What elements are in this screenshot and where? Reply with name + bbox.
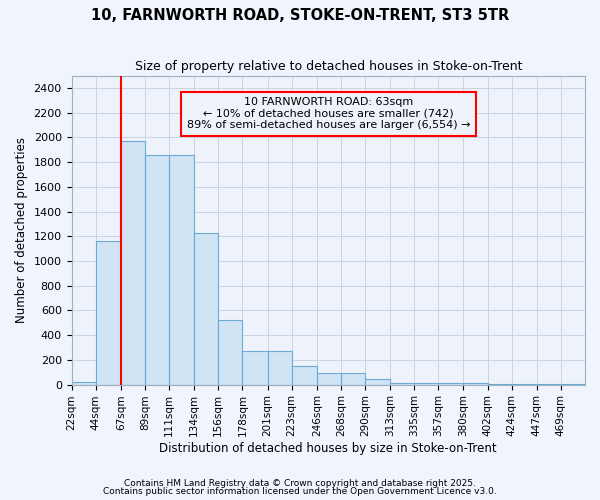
X-axis label: Distribution of detached houses by size in Stoke-on-Trent: Distribution of detached houses by size … <box>160 442 497 455</box>
Bar <box>242 350 268 384</box>
Bar <box>194 232 218 384</box>
Text: Contains HM Land Registry data © Crown copyright and database right 2025.: Contains HM Land Registry data © Crown c… <box>124 478 476 488</box>
Bar <box>317 374 341 384</box>
Y-axis label: Number of detached properties: Number of detached properties <box>15 137 28 323</box>
Bar <box>71 382 95 384</box>
Bar <box>341 374 365 384</box>
Bar <box>121 141 145 384</box>
Title: Size of property relative to detached houses in Stoke-on-Trent: Size of property relative to detached ho… <box>134 60 522 73</box>
Bar <box>365 379 390 384</box>
Text: 10 FARNWORTH ROAD: 63sqm
← 10% of detached houses are smaller (742)
89% of semi-: 10 FARNWORTH ROAD: 63sqm ← 10% of detach… <box>187 97 470 130</box>
Bar <box>292 366 317 384</box>
Bar <box>169 156 194 384</box>
Bar <box>268 351 292 384</box>
Bar <box>95 241 121 384</box>
Text: Contains public sector information licensed under the Open Government Licence v3: Contains public sector information licen… <box>103 487 497 496</box>
Text: 10, FARNWORTH ROAD, STOKE-ON-TRENT, ST3 5TR: 10, FARNWORTH ROAD, STOKE-ON-TRENT, ST3 … <box>91 8 509 22</box>
Bar <box>218 320 242 384</box>
Bar <box>145 156 169 384</box>
